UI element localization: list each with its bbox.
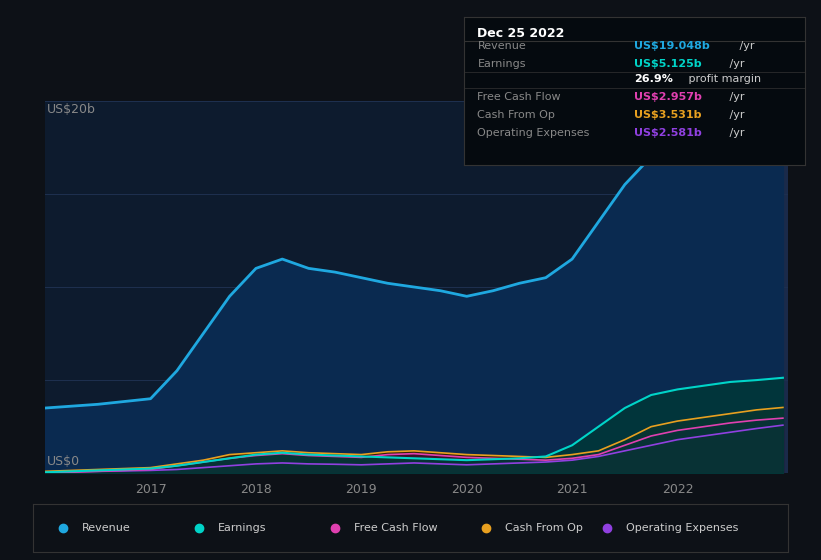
Text: Operating Expenses: Operating Expenses [626, 523, 738, 533]
Text: /yr: /yr [727, 92, 745, 102]
Text: Dec 25 2022: Dec 25 2022 [478, 27, 565, 40]
Text: Operating Expenses: Operating Expenses [478, 128, 589, 138]
Text: /yr: /yr [727, 110, 745, 120]
Text: US$20b: US$20b [48, 102, 96, 116]
Text: 26.9%: 26.9% [635, 74, 673, 84]
Text: Revenue: Revenue [478, 41, 526, 52]
Text: US$3.531b: US$3.531b [635, 110, 702, 120]
Text: Free Cash Flow: Free Cash Flow [354, 523, 438, 533]
Text: US$5.125b: US$5.125b [635, 59, 702, 69]
Text: Cash From Op: Cash From Op [505, 523, 583, 533]
Text: /yr: /yr [736, 41, 755, 52]
Text: Cash From Op: Cash From Op [478, 110, 555, 120]
Text: Earnings: Earnings [478, 59, 526, 69]
Text: US$2.581b: US$2.581b [635, 128, 702, 138]
Text: US$2.957b: US$2.957b [635, 92, 702, 102]
Text: US$0: US$0 [48, 455, 80, 468]
Text: Earnings: Earnings [218, 523, 266, 533]
Text: profit margin: profit margin [686, 74, 761, 84]
Text: /yr: /yr [727, 59, 745, 69]
Text: US$19.048b: US$19.048b [635, 41, 710, 52]
Text: /yr: /yr [727, 128, 745, 138]
Text: Free Cash Flow: Free Cash Flow [478, 92, 561, 102]
Bar [677, 101, 788, 473]
Text: Revenue: Revenue [82, 523, 131, 533]
